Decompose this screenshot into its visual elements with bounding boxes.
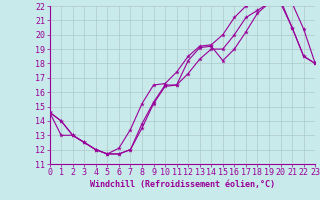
- X-axis label: Windchill (Refroidissement éolien,°C): Windchill (Refroidissement éolien,°C): [90, 180, 275, 189]
